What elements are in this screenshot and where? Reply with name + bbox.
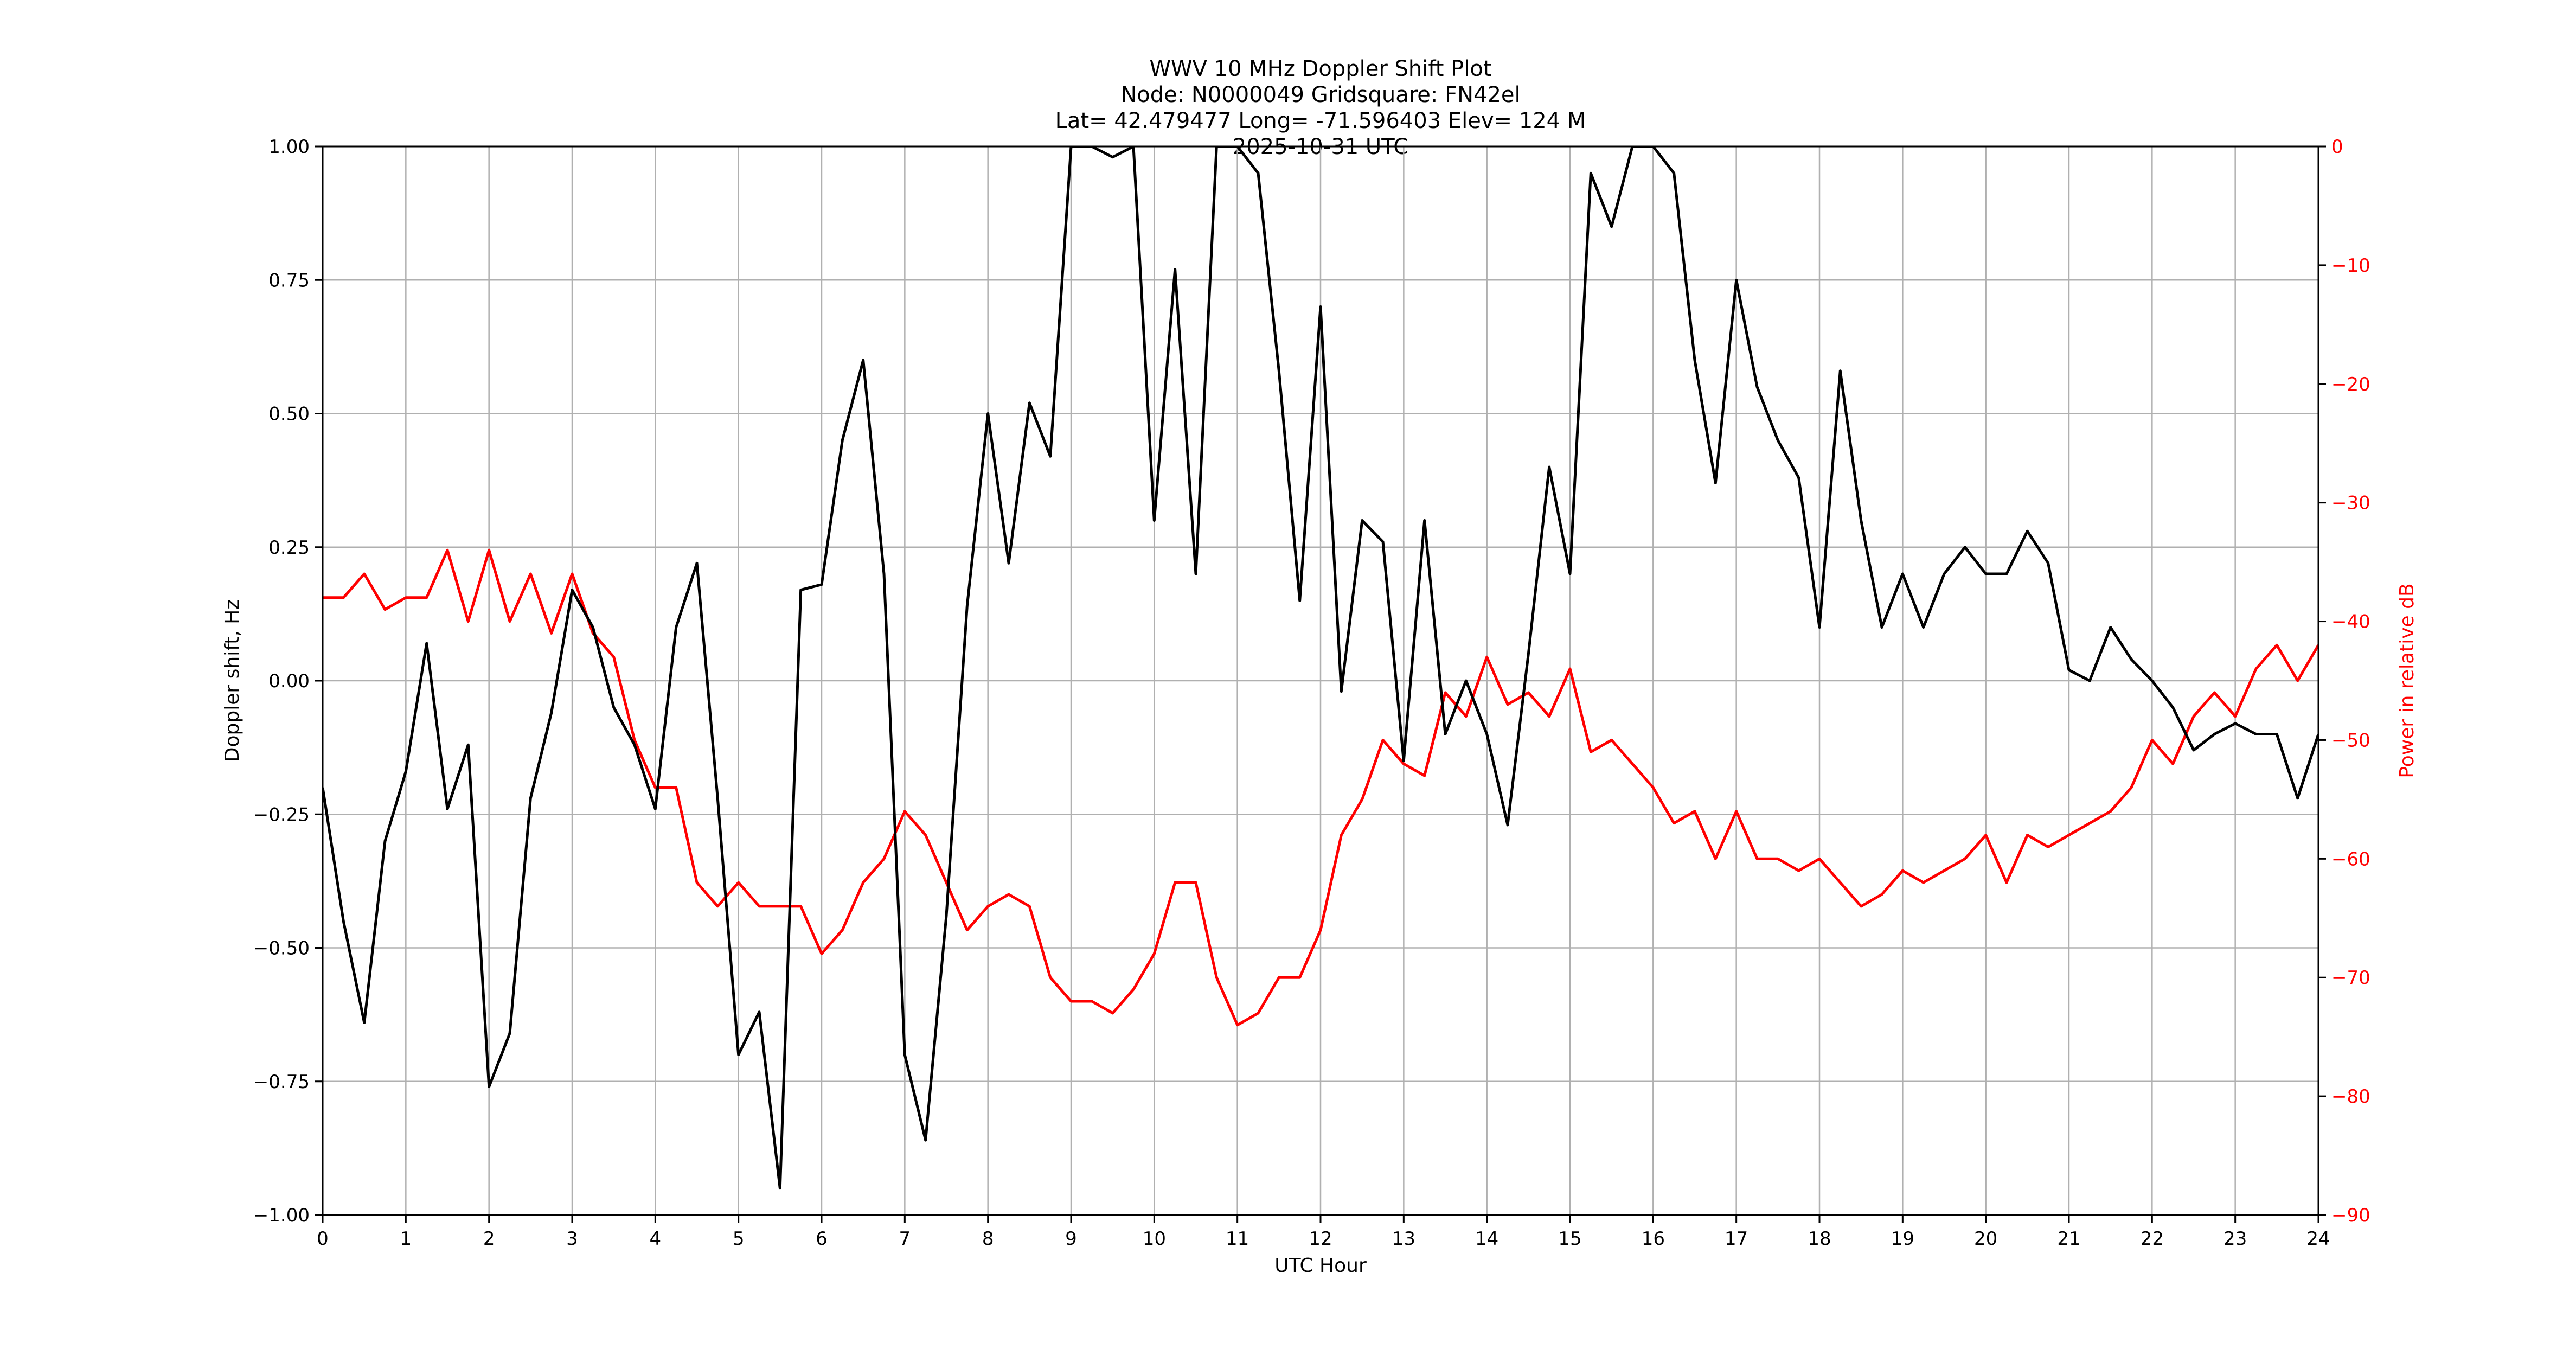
y2-tick-label: −50 [2331,730,2370,751]
x-axis-label: UTC Hour [1274,1255,1367,1277]
x-tick-label: 1 [400,1228,412,1250]
y2-tick-label: −70 [2331,967,2370,989]
y-tick-label: −1.00 [253,1205,310,1226]
x-tick-label: 14 [1475,1228,1498,1250]
x-tick-label: 21 [2057,1228,2080,1250]
plot-series [323,146,2318,1190]
x-tick-label: 16 [1642,1228,1665,1250]
x-tick-label: 22 [2141,1228,2164,1250]
y-axis-label: Doppler shift, Hz [221,599,243,762]
x-tick-label: 8 [982,1228,994,1250]
y-tick-label: 0.00 [268,670,310,692]
y-tick-label: 0.75 [268,270,310,291]
x-axis: 0 1 2 3 4 5 6 7 8 9 10 11 12 13 14 15 16 17 18 19 20 21 22 23 24 [317,1215,2330,1250]
y-axis-right: 0 −10 −20 −30 −40 −50 −60 −70 −80 −90 [2318,136,2370,1226]
chart-subtitle-location: Lat= 42.479477 Long= -71.596403 Elev= 12… [1055,108,1586,133]
doppler-line [323,146,2318,1190]
x-tick-label: 18 [1808,1228,1831,1250]
x-tick-label: 17 [1725,1228,1748,1250]
y-tick-label: 0.50 [268,404,310,425]
x-tick-label: 0 [317,1228,329,1250]
chart-subtitle-node: Node: N0000049 Gridsquare: FN42el [1120,82,1520,107]
x-tick-label: 4 [650,1228,662,1250]
x-tick-label: 10 [1143,1228,1166,1250]
x-tick-label: 3 [566,1228,578,1250]
power-line [323,548,2318,1027]
y-tick-label: −0.50 [253,938,310,960]
x-tick-label: 9 [1065,1228,1077,1250]
x-tick-label: 6 [816,1228,828,1250]
x-tick-label: 20 [1974,1228,1997,1250]
x-tick-label: 24 [2306,1228,2330,1250]
y2-tick-label: −30 [2331,492,2370,514]
x-tick-label: 11 [1226,1228,1249,1250]
y-axis-left: 1.00 0.75 0.50 0.25 0.00 −0.25 −0.50 −0.75 −1.00 [253,136,323,1226]
y2-tick-label: −90 [2331,1205,2370,1226]
y-tick-label: −0.75 [253,1071,310,1093]
y2-tick-label: −60 [2331,848,2370,870]
y2-tick-label: −20 [2331,374,2370,395]
x-tick-label: 7 [899,1228,911,1250]
x-tick-label: 5 [733,1228,745,1250]
x-tick-label: 15 [1558,1228,1581,1250]
y2-axis-label: Power in relative dB [2396,583,2418,778]
x-tick-label: 12 [1309,1228,1332,1250]
x-tick-label: 23 [2223,1228,2247,1250]
x-tick-label: 2 [483,1228,495,1250]
chart-title: WWV 10 MHz Doppler Shift Plot [1149,56,1491,81]
y-tick-label: −0.25 [253,804,310,826]
x-tick-label: 19 [1891,1228,1914,1250]
y2-tick-label: 0 [2331,136,2343,158]
x-tick-label: 13 [1392,1228,1415,1250]
y2-tick-label: −10 [2331,255,2370,277]
y2-tick-label: −80 [2331,1086,2370,1108]
y2-tick-label: −40 [2331,611,2370,633]
y-tick-label: 1.00 [268,136,310,158]
y-tick-label: 0.25 [268,537,310,559]
